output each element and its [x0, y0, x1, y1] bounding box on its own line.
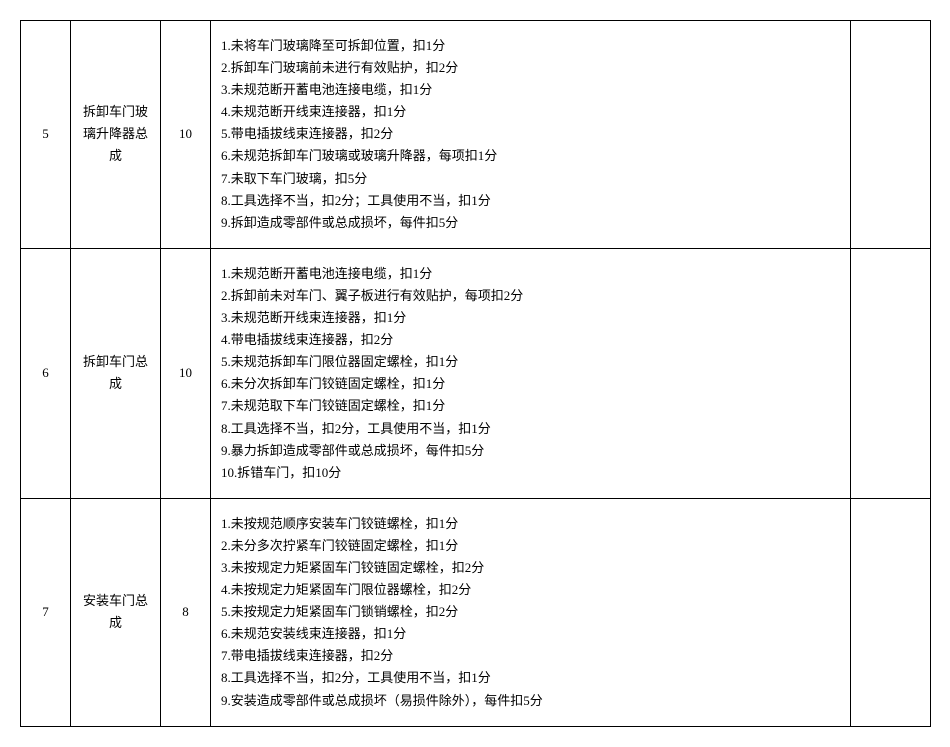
row-score: 10 — [161, 248, 211, 498]
row-blank — [851, 21, 931, 249]
row-criteria: 1.未规范断开蓄电池连接电缆，扣1分 2.拆卸前未对车门、翼子板进行有效贴护，每… — [211, 248, 851, 498]
row-blank — [851, 248, 931, 498]
table-row: 6 拆卸车门总成 10 1.未规范断开蓄电池连接电缆，扣1分 2.拆卸前未对车门… — [21, 248, 931, 498]
row-num: 5 — [21, 21, 71, 249]
row-criteria: 1.未按规范顺序安装车门铰链螺栓，扣1分 2.未分多次拧紧车门铰链固定螺栓，扣1… — [211, 498, 851, 726]
table-row: 5 拆卸车门玻璃升降器总成 10 1.未将车门玻璃降至可拆卸位置，扣1分 2.拆… — [21, 21, 931, 249]
row-blank — [851, 498, 931, 726]
row-score: 8 — [161, 498, 211, 726]
table-row: 7 安装车门总 成 8 1.未按规范顺序安装车门铰链螺栓，扣1分 2.未分多次拧… — [21, 498, 931, 726]
row-name: 拆卸车门玻璃升降器总成 — [71, 21, 161, 249]
row-score: 10 — [161, 21, 211, 249]
row-name: 拆卸车门总成 — [71, 248, 161, 498]
row-criteria: 1.未将车门玻璃降至可拆卸位置，扣1分 2.拆卸车门玻璃前未进行有效贴护，扣2分… — [211, 21, 851, 249]
row-num: 7 — [21, 498, 71, 726]
scoring-table: 5 拆卸车门玻璃升降器总成 10 1.未将车门玻璃降至可拆卸位置，扣1分 2.拆… — [20, 20, 931, 727]
row-name: 安装车门总 成 — [71, 498, 161, 726]
row-num: 6 — [21, 248, 71, 498]
